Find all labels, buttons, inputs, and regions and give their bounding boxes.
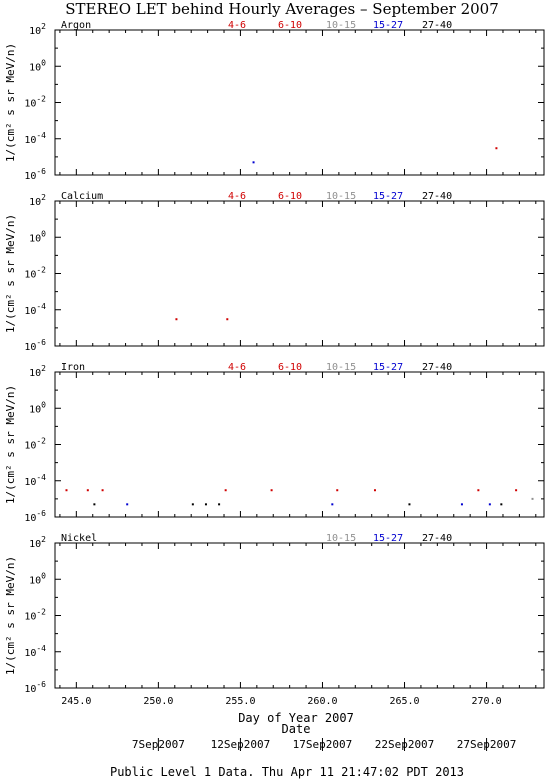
legend-entry-15-27: 15-27 [373, 191, 403, 202]
y-tick-label: 10-4 [24, 131, 46, 146]
y-tick-label: 10-2 [24, 437, 46, 452]
legend-entry-10-15: 10-15 [326, 191, 356, 202]
y-axis-label: 1/(cm² s sr MeV/n) [4, 214, 17, 333]
y-tick-label: 10-4 [24, 644, 46, 659]
legend-entry-6-10: 6-10 [278, 362, 302, 373]
y-tick-label: 10-2 [24, 266, 46, 281]
x-tick-label: 265.0 [389, 696, 419, 707]
panel-frame [54, 542, 545, 689]
data-point [101, 489, 104, 492]
y-tick-label: 102 [29, 22, 46, 37]
date-tick-label: 17Sep2007 [293, 738, 353, 751]
panel-frame [54, 200, 545, 347]
x-axis-label-date: Date [282, 722, 311, 736]
panel-nickel: 102 100 10-2 10-4 10-6 1/(cm² s sr MeV/n) Nick… [4, 533, 545, 707]
legend-entry-10-15: 10-15 [326, 362, 356, 373]
date-tick-label: 7Sep2007 [132, 738, 185, 751]
date-tick-label: 22Sep2007 [375, 738, 435, 751]
data-point [460, 503, 463, 506]
y-tick-label: 100 [29, 58, 46, 73]
legend-entry-27-40: 27-40 [422, 362, 452, 373]
legend-entry-6-10: 6-10 [278, 191, 302, 202]
data-point [204, 503, 207, 506]
legend-entry-10-15: 10-15 [326, 20, 356, 31]
legend-entry-27-40: 27-40 [422, 191, 452, 202]
x-tick-label: 245.0 [61, 696, 91, 707]
data-point [270, 489, 273, 492]
panel-name: Nickel [61, 533, 97, 544]
y-tick-label: 10-4 [24, 473, 46, 488]
x-tick-label: 270.0 [472, 696, 502, 707]
y-tick-label: 102 [29, 535, 46, 550]
data-point [126, 503, 129, 506]
data-point [218, 503, 221, 506]
legend-entry-15-27: 15-27 [373, 362, 403, 373]
data-point [477, 489, 480, 492]
data-point [531, 497, 534, 500]
panel-calcium: 102 100 10-2 10-4 10-6 1/(cm² s sr MeV/n) Calc… [4, 191, 545, 353]
legend-entry-4-6: 4-6 [228, 20, 246, 31]
data-point [226, 318, 229, 321]
data-point [224, 489, 227, 492]
data-point [408, 503, 411, 506]
data-point [515, 489, 518, 492]
y-tick-label: 10-6 [24, 338, 46, 353]
panel-frame [54, 29, 545, 176]
chart-title: STEREO LET behind Hourly Averages – Sept… [65, 0, 499, 18]
x-tick-label: 260.0 [307, 696, 337, 707]
y-tick-label: 100 [29, 400, 46, 415]
y-tick-label: 102 [29, 193, 46, 208]
y-tick-label: 100 [29, 571, 46, 586]
y-tick-label: 10-6 [24, 680, 46, 695]
data-point [86, 489, 89, 492]
legend-entry-10-15: 10-15 [326, 533, 356, 544]
legend-entry-27-40: 27-40 [422, 533, 452, 544]
chart-panels: 102 100 10-2 10-4 10-6 1/(cm² s sr MeV/n) Argo… [4, 20, 545, 707]
date-axis: 7Sep2007 12Sep2007 17Sep2007 22Sep2007 27Sep… [132, 738, 516, 751]
y-axis-label: 1/(cm² s sr MeV/n) [4, 385, 17, 504]
y-tick-label: 10-4 [24, 302, 46, 317]
panel-name: Argon [61, 20, 91, 31]
panel-argon: 102 100 10-2 10-4 10-6 1/(cm² s sr MeV/n) Argo… [4, 20, 545, 182]
data-point [191, 503, 194, 506]
panel-iron: 102 100 10-2 10-4 10-6 1/(cm² s sr MeV/n) Iron… [4, 362, 545, 524]
panel-name: Calcium [61, 191, 103, 202]
date-tick-label: 27Sep2007 [457, 738, 517, 751]
y-axis-label: 1/(cm² s sr MeV/n) [4, 43, 17, 162]
x-tick-label: 255.0 [225, 696, 255, 707]
data-point [65, 489, 68, 492]
panel-name: Iron [61, 362, 85, 373]
panel-frame [54, 371, 545, 518]
y-tick-label: 10-6 [24, 509, 46, 524]
data-point [93, 503, 96, 506]
footer-text: Public Level 1 Data. Thu Apr 11 21:47:02… [110, 765, 464, 779]
y-tick-label: 10-6 [24, 167, 46, 182]
legend-entry-27-40: 27-40 [422, 20, 452, 31]
data-point [331, 503, 334, 506]
legend-entry-6-10: 6-10 [278, 20, 302, 31]
legend-entry-15-27: 15-27 [373, 533, 403, 544]
x-axis-label-day-of-year: Day of Year 2007 [238, 711, 354, 725]
legend-entry-4-6: 4-6 [228, 362, 246, 373]
y-tick-label: 102 [29, 364, 46, 379]
data-point [488, 503, 491, 506]
y-tick-label: 100 [29, 229, 46, 244]
data-point [373, 489, 376, 492]
y-tick-label: 10-2 [24, 608, 46, 623]
legend-entry-15-27: 15-27 [373, 20, 403, 31]
y-axis-label: 1/(cm² s sr MeV/n) [4, 556, 17, 675]
data-point [252, 161, 255, 164]
data-point [495, 147, 498, 150]
y-tick-label: 10-2 [24, 95, 46, 110]
date-tick-label: 12Sep2007 [211, 738, 271, 751]
data-point [175, 318, 178, 321]
x-tick-label: 250.0 [143, 696, 173, 707]
legend-entry-4-6: 4-6 [228, 191, 246, 202]
data-point [500, 503, 503, 506]
data-point [336, 489, 339, 492]
